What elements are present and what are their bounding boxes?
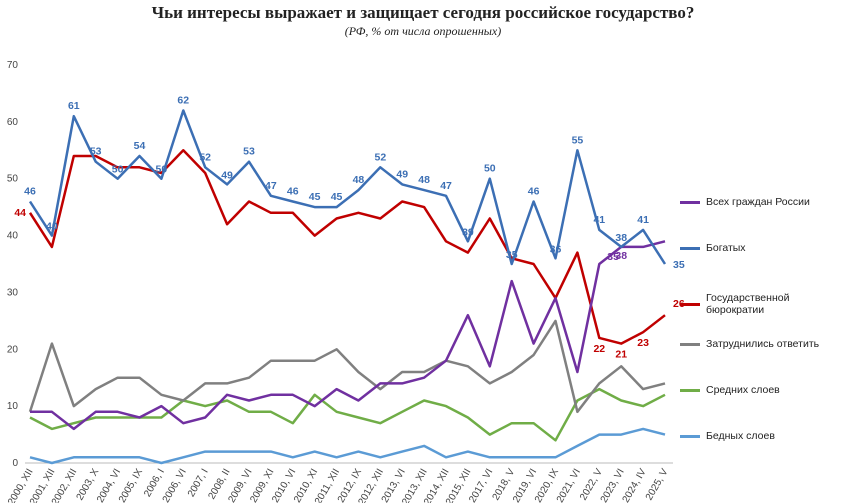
data-label: 48 xyxy=(353,174,365,186)
data-label: 21 xyxy=(615,349,627,361)
data-label: 36 xyxy=(550,243,562,255)
data-label: 62 xyxy=(177,94,189,106)
data-label: 35 xyxy=(607,251,619,263)
legend-swatch xyxy=(680,302,700,306)
data-label: 38 xyxy=(615,250,627,262)
legend-item: Бедных слоев xyxy=(680,430,845,442)
data-label: 35 xyxy=(673,259,685,271)
legend-swatch xyxy=(680,342,700,346)
data-label: 52 xyxy=(375,151,387,163)
data-label: 48 xyxy=(418,174,430,186)
data-label: 50 xyxy=(112,164,124,176)
legend-item: Средних слоев xyxy=(680,384,845,396)
data-label: 41 xyxy=(593,214,605,226)
legend-label: Государственной бюрократии xyxy=(706,292,790,316)
line-series xyxy=(28,109,667,266)
data-label: 46 xyxy=(24,185,36,197)
y-tick-label: 50 xyxy=(7,174,19,185)
data-label: 46 xyxy=(287,185,299,197)
data-label: 45 xyxy=(331,191,343,203)
data-label: 49 xyxy=(396,168,408,180)
legend-label: Богатых xyxy=(706,242,746,254)
data-label: 49 xyxy=(221,169,233,181)
y-tick-label: 30 xyxy=(7,287,19,298)
data-label: 54 xyxy=(134,140,146,152)
y-tick-label: 70 xyxy=(7,60,19,71)
data-label: 50 xyxy=(156,164,168,176)
legend-item: Всех граждан России xyxy=(680,196,845,208)
data-label: 45 xyxy=(309,191,321,203)
data-label: 50 xyxy=(484,163,496,175)
data-label: 22 xyxy=(593,343,605,355)
legend-item: Богатых xyxy=(680,242,845,254)
legend-label: Бедных слоев xyxy=(706,430,775,442)
legend-item: Затруднились ответить xyxy=(680,338,845,350)
data-label: 52 xyxy=(199,151,211,163)
legend-swatch xyxy=(680,388,700,392)
data-label: 26 xyxy=(673,298,685,310)
y-tick-label: 0 xyxy=(12,458,18,469)
line-series xyxy=(28,319,666,414)
data-label: 38 xyxy=(615,232,627,244)
y-tick-label: 20 xyxy=(7,344,19,355)
y-tick-label: 40 xyxy=(7,231,19,242)
data-label: 35 xyxy=(506,249,518,261)
data-label: 47 xyxy=(265,180,277,192)
y-tick-label: 60 xyxy=(7,117,19,128)
chart-subtitle: (РФ, % от числа опрошенных) xyxy=(345,24,502,38)
legend-swatch xyxy=(680,434,700,438)
data-label: 41 xyxy=(637,214,649,226)
line-series xyxy=(30,240,666,431)
legend-label: Всех граждан России xyxy=(706,196,810,208)
data-label: 53 xyxy=(243,146,255,158)
data-label: 61 xyxy=(68,100,80,112)
data-label: 44 xyxy=(14,207,26,219)
chart-title: Чьи интересы выражает и защищает сегодня… xyxy=(152,3,695,22)
data-label: 23 xyxy=(637,337,649,349)
data-label: 47 xyxy=(440,180,452,192)
data-label: 55 xyxy=(572,134,584,146)
y-tick-label: 10 xyxy=(7,401,19,412)
data-label: 46 xyxy=(528,185,540,197)
data-label: 40 xyxy=(46,221,58,233)
legend-label: Затруднились ответить xyxy=(706,338,820,350)
legend-swatch xyxy=(680,246,700,250)
legend-item: Государственной бюрократии xyxy=(680,292,845,316)
line-series xyxy=(28,149,666,345)
data-label: 39 xyxy=(462,226,474,238)
data-label: 53 xyxy=(90,146,102,158)
legend-swatch xyxy=(680,200,700,204)
line-series xyxy=(29,427,666,465)
legend-label: Средних слоев xyxy=(706,384,780,396)
